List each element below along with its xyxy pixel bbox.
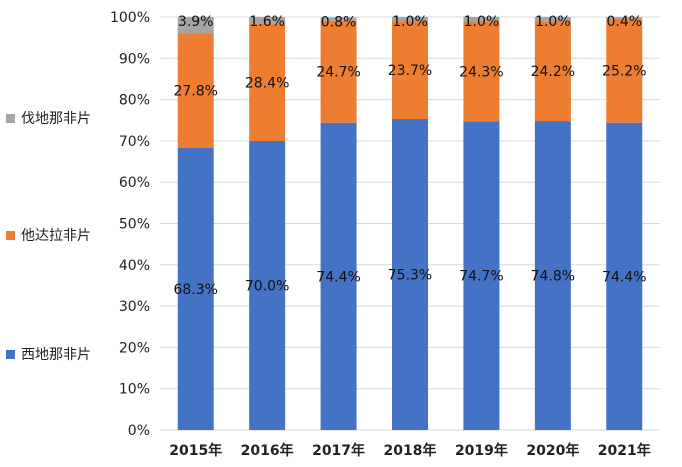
bar-segment (249, 140, 286, 430)
bar-segment (392, 119, 428, 431)
data-label: 0.8% (321, 14, 357, 30)
data-label: 24.7% (316, 65, 360, 81)
legend-item: 伐地那非片 (6, 108, 91, 128)
data-label: 68.3% (173, 282, 217, 298)
bar-segment (320, 122, 357, 430)
bar-segment (463, 17, 500, 22)
y-tick-label: 90% (119, 51, 150, 67)
bar-segment (463, 21, 500, 122)
bar-segment (320, 20, 357, 123)
legend-label: 伐地那非片 (21, 111, 91, 127)
data-label: 74.4% (602, 269, 646, 285)
data-label: 1.0% (535, 14, 571, 30)
legend-label: 他达拉非片 (21, 228, 91, 244)
bar-segment (177, 147, 214, 430)
data-label: 75.3% (388, 268, 432, 284)
bar-segment (249, 23, 286, 141)
bar-segment (606, 18, 643, 123)
y-tick-label: 80% (119, 93, 150, 109)
x-tick-label: 2017年 (312, 442, 365, 459)
data-label: 74.4% (316, 269, 360, 285)
bar-segment (534, 21, 571, 122)
data-label: 1.6% (249, 14, 285, 30)
bar-segment (534, 121, 571, 431)
data-label: 74.7% (459, 269, 503, 285)
y-tick-label: 40% (119, 258, 150, 274)
data-label: 70.0% (245, 278, 289, 294)
data-label: 1.0% (464, 14, 500, 30)
legend-label: 西地那非片 (21, 347, 91, 363)
x-tick-label: 2016年 (241, 442, 294, 459)
y-tick-label: 100% (110, 10, 150, 26)
bar-segment (177, 17, 214, 34)
x-tick-label: 2019年 (455, 442, 508, 459)
data-label: 24.2% (531, 64, 575, 80)
bar-segment (534, 17, 571, 22)
bar-segment (249, 17, 286, 24)
x-tick-label: 2015年 (169, 442, 222, 459)
legend-swatch (6, 113, 15, 123)
data-label: 25.2% (602, 64, 646, 80)
x-tick-label: 2021年 (598, 442, 651, 459)
y-tick-label: 10% (119, 382, 150, 398)
y-tick-label: 70% (119, 134, 150, 150)
bar-segment (392, 21, 428, 120)
data-label: 1.0% (392, 14, 428, 30)
y-tick-label: 20% (119, 340, 150, 356)
data-label: 3.9% (178, 14, 214, 30)
data-label: 74.8% (531, 269, 575, 285)
bar-segment (606, 17, 643, 19)
x-tick-label: 2020年 (526, 442, 579, 459)
legend-item: 他达拉非片 (6, 225, 91, 245)
data-label: 0.4% (606, 14, 642, 30)
bar-segment (177, 33, 214, 148)
y-tick-label: 60% (119, 175, 150, 191)
legend-swatch (6, 349, 15, 359)
data-label: 27.8% (173, 84, 217, 100)
legend-swatch (6, 230, 15, 240)
bar-segment (392, 17, 428, 22)
bar-segment (320, 17, 357, 21)
y-tick-label: 50% (119, 217, 150, 233)
bar-segment (463, 121, 500, 430)
y-tick-label: 0% (128, 423, 150, 439)
data-label: 23.7% (388, 63, 432, 79)
bar-segment (606, 122, 643, 430)
x-tick-label: 2018年 (384, 442, 437, 459)
legend-item: 西地那非片 (6, 344, 91, 364)
data-label: 24.3% (459, 64, 503, 80)
y-tick-label: 30% (119, 299, 150, 315)
data-label: 28.4% (245, 75, 289, 91)
